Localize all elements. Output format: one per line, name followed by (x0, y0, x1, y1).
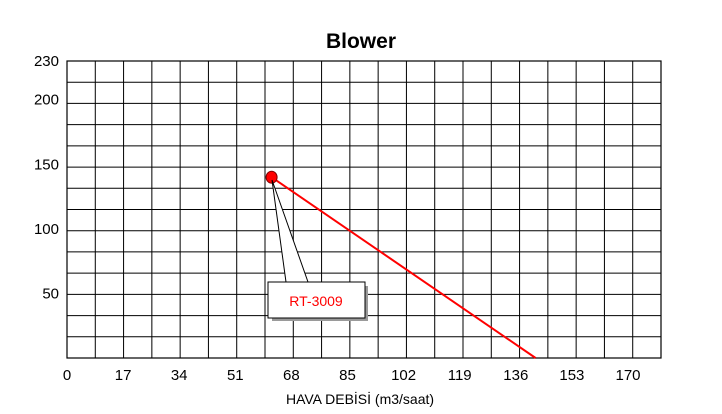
x-tick-label: 0 (63, 367, 71, 384)
x-tick-label: 170 (615, 367, 640, 384)
x-tick-label: 136 (503, 367, 528, 384)
callout-label: RT-3009 (289, 293, 343, 309)
chart-title: Blower (326, 30, 396, 53)
y-tick-label: 200 (34, 92, 59, 109)
y-tick-label: 100 (34, 221, 59, 238)
y-tick-label: 150 (34, 156, 59, 173)
x-axis-ticks: 0 17 34 51 68 85 102 119 136 153 170 (63, 367, 641, 384)
x-tick-label: 34 (171, 367, 188, 384)
x-axis-label: HAVA DEBİSİ (m3/saat) (286, 390, 434, 407)
callout-box (267, 281, 366, 319)
x-tick-label: 153 (559, 367, 584, 384)
x-tick-label: 51 (227, 367, 244, 384)
y-tick-label: 230 (34, 53, 59, 70)
x-tick-label: 119 (448, 367, 472, 384)
y-tick-label: 50 (42, 285, 59, 302)
callout-leader (271, 179, 309, 283)
plot-frame (66, 60, 662, 359)
x-tick-label: 102 (391, 367, 416, 384)
series-line (271, 176, 537, 359)
x-tick-label: 85 (339, 367, 356, 384)
series-layer (265, 170, 537, 359)
x-tick-label: 17 (115, 367, 132, 384)
callout: RT-3009 (267, 179, 368, 321)
y-axis-ticks: 50 100 150 200 230 (34, 53, 59, 302)
operating-point-marker (265, 170, 278, 184)
x-tick-label: 68 (283, 367, 300, 384)
